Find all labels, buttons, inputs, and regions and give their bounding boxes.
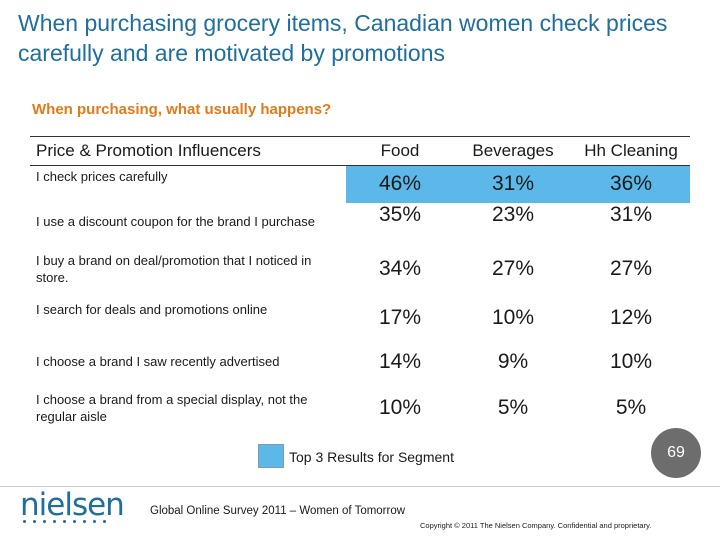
food-value: 14%: [378, 349, 422, 373]
footer-divider: [0, 486, 720, 487]
logo-wordmark: nielsen: [20, 487, 125, 523]
slide-title: When purchasing grocery items, Canadian …: [18, 10, 668, 66]
table-row: I choose a brand I saw recently advertis…: [30, 339, 690, 385]
beverages-value: 5%: [497, 395, 529, 419]
row-label: I search for deals and promotions online: [36, 301, 268, 317]
table-row: I use a discount coupon for the brand I …: [30, 203, 690, 241]
page-number: 69: [667, 444, 685, 461]
column-header: Beverages: [454, 136, 572, 166]
row-label: I buy a brand on deal/promotion that I n…: [36, 252, 312, 285]
row-label: I use a discount coupon for the brand I …: [36, 214, 315, 229]
column-header: Hh Cleaning: [572, 136, 690, 166]
table-header-row: Price & Promotion Influencers Food Bever…: [30, 136, 690, 166]
table-row: I check prices carefully 46% 31% 36%: [30, 165, 690, 203]
beverages-value: 23%: [491, 202, 535, 226]
food-value: 35%: [378, 202, 422, 226]
row-label: I check prices carefully: [36, 169, 168, 184]
hh-cleaning-value: 5%: [615, 395, 647, 419]
beverages-value: 9%: [497, 349, 529, 373]
beverages-value: 10%: [491, 305, 535, 329]
table-row: I choose a brand from a special display,…: [30, 385, 690, 431]
copyright-note: Copyright © 2011 The Nielsen Company. Co…: [420, 521, 652, 530]
nielsen-logo: nielsen: [20, 487, 125, 523]
slide-subtitle: When purchasing, what usually happens?: [32, 101, 332, 118]
logo-dots: [23, 520, 124, 523]
table-row: I buy a brand on deal/promotion that I n…: [30, 241, 690, 297]
food-value: 10%: [378, 395, 422, 419]
table-row: I search for deals and promotions online…: [30, 297, 690, 339]
hh-cleaning-value: 36%: [572, 165, 690, 203]
hh-cleaning-value: 27%: [609, 256, 653, 280]
food-value: 17%: [378, 305, 422, 329]
beverages-value: 31%: [454, 165, 572, 203]
page-number-badge: 69: [651, 428, 701, 478]
legend-swatch: [258, 444, 284, 468]
legend-label: Top 3 Results for Segment: [289, 449, 454, 465]
hh-cleaning-value: 12%: [609, 305, 653, 329]
hh-cleaning-value: 31%: [609, 202, 653, 226]
food-value: 46%: [346, 165, 454, 203]
row-label: I choose a brand from a special display,…: [36, 391, 308, 424]
hh-cleaning-value: 10%: [609, 349, 653, 373]
row-label: I choose a brand I saw recently advertis…: [36, 354, 280, 369]
beverages-value: 27%: [491, 256, 535, 280]
column-header: Food: [346, 136, 454, 166]
column-header: Price & Promotion Influencers: [30, 136, 346, 166]
influencers-table: Price & Promotion Influencers Food Bever…: [30, 136, 690, 431]
food-value: 34%: [378, 256, 422, 280]
source-note: Global Online Survey 2011 – Women of Tom…: [150, 505, 406, 517]
